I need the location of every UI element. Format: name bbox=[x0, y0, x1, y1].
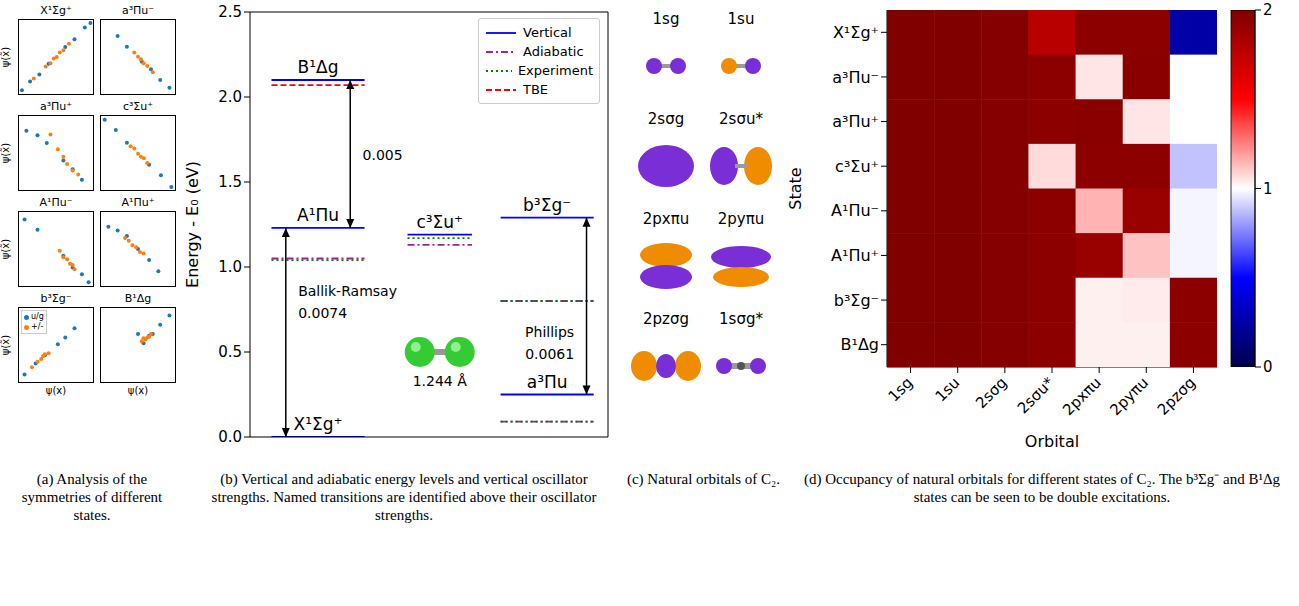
html-text:(c) Natural orbitals of C₂.: (c) Natural orbitals of C₂. bbox=[626, 471, 780, 487]
svg-text:1su: 1su bbox=[728, 10, 755, 28]
html-text:ψ(x̃): ψ(x̃) bbox=[0, 238, 11, 260]
html-text:Vertical: Vertical bbox=[523, 25, 572, 40]
svg-text:Phillips: Phillips bbox=[525, 324, 574, 340]
svg-text:Ballik-Ramsay: Ballik-Ramsay bbox=[298, 283, 397, 299]
svg-text:a³Πu⁻: a³Πu⁻ bbox=[832, 68, 879, 87]
svg-text:c³Σu⁺: c³Σu⁺ bbox=[416, 212, 463, 232]
svg-text:1.0: 1.0 bbox=[218, 258, 242, 276]
svg-text:2sσg: 2sσg bbox=[648, 110, 684, 128]
svg-text:2.5: 2.5 bbox=[218, 3, 242, 21]
svg-text:1.5: 1.5 bbox=[218, 173, 242, 191]
svg-text:2pzσg: 2pzσg bbox=[1154, 374, 1199, 419]
svg-text:2sσg: 2sσg bbox=[972, 374, 1010, 412]
svg-text:1.244 Å: 1.244 Å bbox=[413, 373, 468, 389]
svg-text:2sσu*: 2sσu* bbox=[719, 110, 763, 128]
svg-text:A¹Πu⁺: A¹Πu⁺ bbox=[831, 246, 879, 265]
svg-text:State: State bbox=[786, 167, 805, 209]
svg-text:2pxπu: 2pxπu bbox=[643, 210, 689, 228]
svg-text:0: 0 bbox=[1263, 358, 1273, 376]
html-text:X¹Σg⁺: X¹Σg⁺ bbox=[40, 4, 72, 17]
svg-text:Energy - E₀ (eV): Energy - E₀ (eV) bbox=[183, 161, 202, 288]
svg-text:2pyπu: 2pyπu bbox=[1106, 374, 1152, 420]
html-text:b³Σg⁻: b³Σg⁻ bbox=[40, 292, 72, 305]
svg-text:X¹Σg⁺: X¹Σg⁺ bbox=[833, 23, 879, 42]
svg-text:0.0061: 0.0061 bbox=[525, 346, 574, 362]
svg-text:Orbital: Orbital bbox=[1025, 432, 1079, 451]
html-text:ψ(x̃): ψ(x̃) bbox=[0, 142, 11, 164]
svg-text:a³Πu: a³Πu bbox=[527, 372, 568, 392]
svg-text:1: 1 bbox=[1263, 180, 1273, 198]
html-text:a³Πu⁺: a³Πu⁺ bbox=[39, 100, 73, 113]
html-text:(b) Vertical and adiabatic ene: (b) Vertical and adiabatic energy levels… bbox=[211, 471, 597, 523]
html-text:ψ(x): ψ(x) bbox=[45, 385, 67, 396]
html-text:ψ(x̃): ψ(x̃) bbox=[0, 334, 11, 356]
svg-text:2pyπu: 2pyπu bbox=[718, 210, 764, 228]
html-text:B¹Δg: B¹Δg bbox=[124, 292, 152, 305]
svg-text:0.005: 0.005 bbox=[363, 147, 403, 163]
svg-text:1su: 1su bbox=[932, 374, 964, 406]
svg-text:A¹Πu⁻: A¹Πu⁻ bbox=[831, 201, 879, 220]
svg-text:1sg: 1sg bbox=[884, 374, 916, 406]
svg-text:2.0: 2.0 bbox=[218, 88, 242, 106]
svg-text:2: 2 bbox=[1263, 1, 1273, 19]
html-text:(a) Analysis of the symmetries: (a) Analysis of the symmetries of differ… bbox=[21, 471, 163, 523]
svg-text:0.0: 0.0 bbox=[218, 428, 242, 445]
svg-text:b³Σg⁻: b³Σg⁻ bbox=[834, 291, 879, 310]
html-text:u/g: u/g bbox=[31, 312, 44, 321]
svg-text:B¹Δg: B¹Δg bbox=[298, 57, 339, 77]
svg-text:1sσg*: 1sσg* bbox=[719, 310, 763, 328]
html-text:(d) Occupancy of natural orbit: (d) Occupancy of natural orbitals for di… bbox=[804, 471, 1280, 505]
svg-text:a³Πu⁺: a³Πu⁺ bbox=[832, 112, 879, 131]
svg-text:0.0074: 0.0074 bbox=[298, 305, 347, 321]
svg-text:b³Σg⁻: b³Σg⁻ bbox=[523, 195, 571, 215]
svg-text:B¹Δg: B¹Δg bbox=[841, 335, 880, 354]
svg-text:c³Σu⁺: c³Σu⁺ bbox=[835, 157, 879, 176]
svg-text:2pzσg: 2pzσg bbox=[643, 310, 689, 328]
html-text:ψ(x̃): ψ(x̃) bbox=[0, 46, 11, 68]
svg-text:A¹Πu: A¹Πu bbox=[297, 205, 339, 225]
html-text:Adiabatic: Adiabatic bbox=[523, 44, 584, 59]
html-text:c³Σu⁺: c³Σu⁺ bbox=[122, 100, 154, 113]
svg-text:2sσu*: 2sσu* bbox=[1014, 373, 1058, 417]
svg-text:2pxπu: 2pxπu bbox=[1059, 374, 1105, 420]
html-text:ψ(x): ψ(x) bbox=[127, 385, 149, 396]
html-text:Experiment: Experiment bbox=[517, 63, 593, 78]
html-text:TBE: TBE bbox=[523, 82, 549, 97]
svg-text:X¹Σg⁺: X¹Σg⁺ bbox=[294, 414, 343, 434]
svg-text:0.5: 0.5 bbox=[218, 343, 242, 361]
html-text:A¹Πu⁺: A¹Πu⁺ bbox=[121, 196, 155, 209]
svg-text:1sg: 1sg bbox=[653, 10, 680, 28]
html-text:A¹Πu⁻: A¹Πu⁻ bbox=[39, 196, 73, 209]
html-text:a³Πu⁻: a³Πu⁻ bbox=[121, 4, 155, 17]
